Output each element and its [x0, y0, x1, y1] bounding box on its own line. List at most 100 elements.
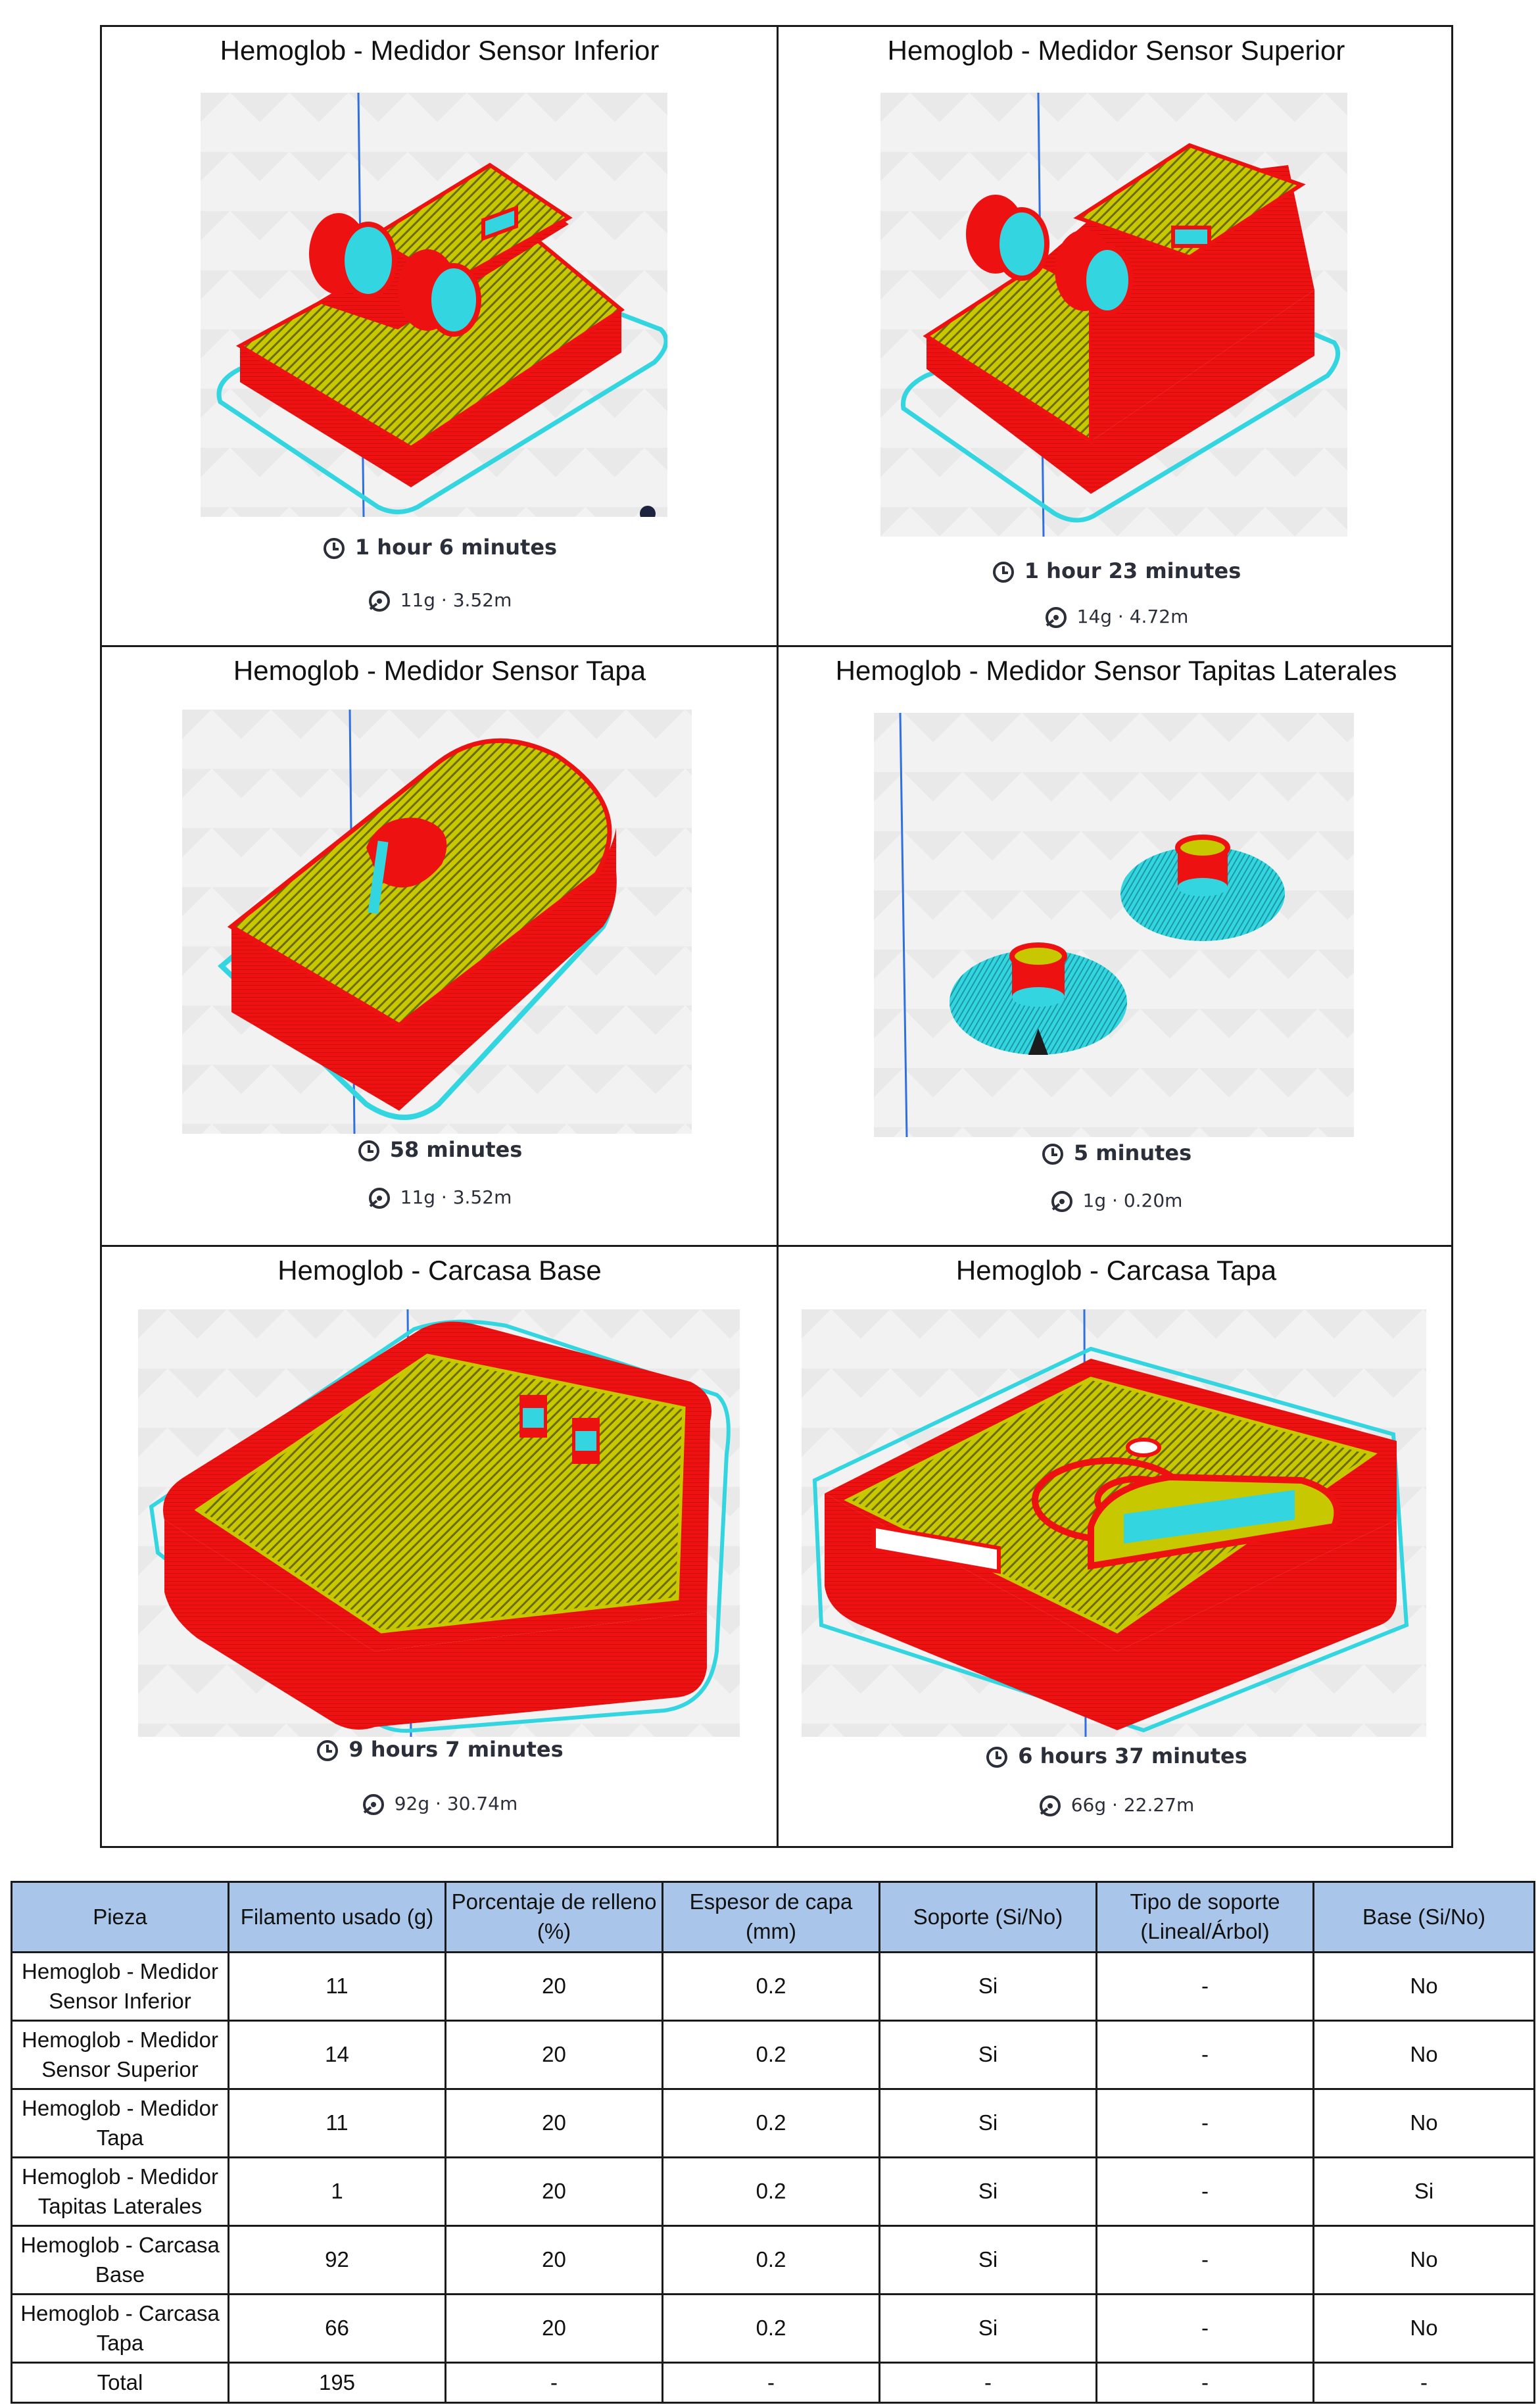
total-label: Total — [11, 2362, 229, 2404]
table-cell: 92 — [228, 2225, 446, 2295]
slice-preview — [138, 1309, 740, 1737]
material-usage: 66g · 22.27m — [779, 1794, 1454, 1818]
table-cell: 20 — [445, 2088, 663, 2158]
table-cell: Hemoglob - Carcasa Tapa — [11, 2293, 229, 2364]
table-cell: No — [1312, 1951, 1535, 2022]
panel-title: Hemoglob - Carcasa Base — [277, 1255, 602, 1286]
print-preview-grid: Hemoglob - Medidor Sensor Inferior 1 hou… — [100, 25, 1453, 1848]
print-time: 58 minutes — [102, 1137, 777, 1163]
table-row: Hemoglob - Medidor Tapitas Laterales 1 2… — [11, 2156, 1535, 2227]
grid-divider-vertical — [777, 27, 779, 1846]
table-row: Hemoglob - Carcasa Base 92 20 0.2 Si - N… — [11, 2225, 1535, 2295]
slice-preview — [201, 93, 667, 517]
table-cell: Si — [878, 2225, 1097, 2295]
clock-icon — [316, 1739, 339, 1762]
table-cell: 20 — [445, 2293, 663, 2364]
table-cell: - — [1095, 2088, 1314, 2158]
table-cell: - — [1095, 2225, 1314, 2295]
col-header-pieza: Pieza — [11, 1881, 229, 1953]
col-header-base: Base (Si/No) — [1312, 1881, 1535, 1953]
table-row: Hemoglob - Medidor Sensor Inferior 11 20… — [11, 1951, 1535, 2022]
clock-icon — [1041, 1142, 1065, 1166]
material-usage: 1g · 0.20m — [779, 1190, 1454, 1213]
panel-title: Hemoglob - Medidor Sensor Inferior — [220, 35, 660, 66]
sensor-tapa-model — [218, 710, 617, 1134]
panel-title: Hemoglob - Medidor Sensor Tapa — [233, 655, 646, 686]
table-total-row: Total 195 - - - - - — [11, 2362, 1535, 2404]
slice-preview — [880, 93, 1347, 537]
col-header-filamento: Filamento usado (g) — [228, 1881, 446, 1953]
filament-spool-icon — [368, 1186, 391, 1210]
filament-spool-icon — [1050, 1190, 1074, 1213]
grid-divider-row-1 — [102, 645, 1451, 647]
table-cell: Hemoglob - Carcasa Base — [11, 2225, 229, 2295]
slice-preview — [874, 713, 1354, 1137]
table-header-row: Pieza Filamento usado (g) Porcentaje de … — [11, 1881, 1535, 1953]
col-header-tipo-soporte: Tipo de soporte (Lineal/Árbol) — [1095, 1881, 1314, 1953]
table-cell: 1 — [228, 2156, 446, 2227]
filament-spool-icon — [368, 589, 391, 613]
table-cell: No — [1312, 2088, 1535, 2158]
table-cell: No — [1312, 2225, 1535, 2295]
panel-sensor-tapitas-laterales: Hemoglob - Medidor Sensor Tapitas Latera… — [779, 647, 1454, 1246]
table-row: Hemoglob - Medidor Tapa 11 20 0.2 Si - N… — [11, 2088, 1535, 2158]
table-cell: 0.2 — [662, 2088, 880, 2158]
panel-sensor-superior: Hemoglob - Medidor Sensor Superior 1 hou… — [779, 27, 1454, 646]
print-time: 6 hours 37 minutes — [779, 1743, 1454, 1769]
print-time: 5 minutes — [779, 1140, 1454, 1166]
table-cell: Si — [878, 1951, 1097, 2022]
filament-spool-icon — [362, 1793, 385, 1816]
print-time: 9 hours 7 minutes — [102, 1737, 777, 1762]
clock-icon — [357, 1139, 381, 1163]
filament-spool-icon — [1038, 1794, 1062, 1818]
panel-title: Hemoglob - Medidor Sensor Tapitas Latera… — [835, 655, 1397, 686]
table-cell: 20 — [445, 2020, 663, 2090]
table-cell: - — [1095, 2020, 1314, 2090]
table-cell: 0.2 — [662, 2225, 880, 2295]
table-cell: Si — [1312, 2156, 1535, 2227]
material-usage: 11g · 3.52m — [102, 589, 777, 613]
clock-icon — [985, 1745, 1009, 1769]
sensor-superior-model — [900, 93, 1341, 537]
panel-title: Hemoglob - Medidor Sensor Superior — [887, 35, 1345, 66]
col-header-relleno: Porcentaje de relleno (%) — [445, 1881, 663, 1953]
grid-divider-row-2 — [102, 1245, 1451, 1247]
sensor-inferior-model — [216, 93, 667, 517]
material-usage: 11g · 3.52m — [102, 1186, 777, 1210]
col-header-soporte: Soporte (Si/No) — [878, 1881, 1097, 1953]
table-cell: 20 — [445, 2225, 663, 2295]
table-cell: - — [662, 2362, 880, 2404]
table-cell: - — [1312, 2362, 1535, 2404]
table-cell: 11 — [228, 1951, 446, 2022]
clock-icon — [322, 537, 346, 560]
table-row: Hemoglob - Carcasa Tapa 66 20 0.2 Si - N… — [11, 2293, 1535, 2364]
print-settings-table: Pieza Filamento usado (g) Porcentaje de … — [11, 1881, 1535, 2404]
clock-icon — [992, 560, 1015, 584]
total-filament: 195 — [228, 2362, 446, 2404]
tapitas-laterales-model — [899, 713, 1285, 1137]
table-cell: - — [1095, 2156, 1314, 2227]
panel-title: Hemoglob - Carcasa Tapa — [955, 1255, 1277, 1286]
table-cell: Hemoglob - Medidor Sensor Inferior — [11, 1951, 229, 2022]
slice-preview — [182, 710, 692, 1134]
col-header-espesor: Espesor de capa (mm) — [662, 1881, 880, 1953]
table-cell: 11 — [228, 2088, 446, 2158]
material-usage: 14g · 4.72m — [779, 606, 1454, 629]
table-cell: 0.2 — [662, 1951, 880, 2022]
table-cell: 20 — [445, 2156, 663, 2227]
panel-sensor-tapa: Hemoglob - Medidor Sensor Tapa 58 minute… — [102, 647, 777, 1246]
table-cell: No — [1312, 2293, 1535, 2364]
panel-sensor-inferior: Hemoglob - Medidor Sensor Inferior 1 hou… — [102, 27, 777, 646]
table-cell: Si — [878, 2088, 1097, 2158]
slice-preview — [802, 1309, 1426, 1737]
table-cell: - — [1095, 1951, 1314, 2022]
print-time: 1 hour 6 minutes — [102, 535, 777, 560]
table-cell: - — [1095, 2362, 1314, 2404]
table-row: Hemoglob - Medidor Sensor Superior 14 20… — [11, 2020, 1535, 2090]
table-cell: Si — [878, 2293, 1097, 2364]
table-cell: Hemoglob - Medidor Sensor Superior — [11, 2020, 229, 2090]
table-cell: Hemoglob - Medidor Tapitas Laterales — [11, 2156, 229, 2227]
table-cell: - — [445, 2362, 663, 2404]
table-cell: - — [878, 2362, 1097, 2404]
panel-carcasa-base: Hemoglob - Carcasa Base 9 hours 7 minute… — [102, 1247, 777, 1849]
